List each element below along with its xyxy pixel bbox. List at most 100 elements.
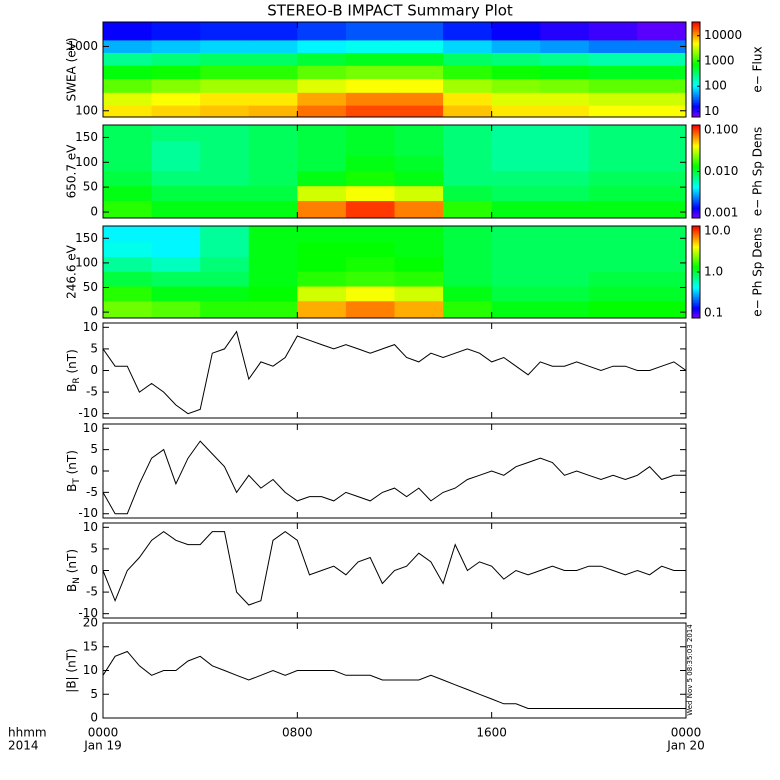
colorbar-tick-label: 0.001 [704, 206, 738, 220]
y-tick-label: -5 [86, 585, 98, 599]
heatmap-cell [200, 105, 250, 117]
heatmap-cell [200, 170, 250, 187]
colorbar-label: e− Ph Sp Dens [751, 127, 765, 216]
y-axis-label-part: (nT) [65, 549, 79, 577]
y-axis-label-sub: T [72, 478, 82, 485]
heatmap-cell [297, 200, 347, 218]
colorbar-swatch [692, 99, 700, 102]
colorbar-swatch [692, 82, 700, 85]
heatmap-cell [151, 52, 201, 66]
y-tick-label: 100 [75, 155, 98, 169]
heatmap-cell [588, 256, 638, 272]
y-tick-label: -10 [78, 606, 98, 620]
colorbar-swatch [692, 176, 700, 179]
heatmap-cell [151, 286, 201, 302]
colorbar-swatch [692, 229, 700, 232]
colorbar-swatch [692, 182, 700, 185]
panel-frame [102, 124, 687, 219]
heatmap-cell [248, 65, 298, 80]
colorbar-swatch [692, 151, 700, 154]
heatmap-cell [103, 271, 153, 287]
heatmap-cell [345, 271, 395, 287]
heatmap-cell [540, 286, 590, 302]
colorbar-swatch [692, 48, 700, 51]
colorbar-swatch [692, 316, 700, 319]
colorbar-swatch [692, 93, 700, 96]
colorbar-swatch [692, 232, 700, 235]
heatmap-cell [297, 256, 347, 272]
colorbar-swatch [692, 239, 700, 242]
heatmap-cell [588, 241, 638, 258]
heatmap-cell [103, 39, 153, 53]
heatmap-cell [200, 241, 250, 258]
colorbar-swatch [692, 25, 700, 28]
colorbar-swatch [692, 50, 700, 53]
heatmap-cell [443, 200, 493, 218]
colorbar-swatch [692, 142, 700, 145]
heatmap-cell [540, 226, 590, 243]
heatmap-cell [491, 92, 541, 106]
heatmap-cell [151, 78, 201, 93]
data-line [103, 530, 686, 606]
colorbar-swatch [692, 270, 700, 273]
heatmap-cell [394, 170, 444, 187]
heatmap-cell [637, 200, 686, 218]
heatmap-cell [394, 155, 444, 172]
heatmap-cell [248, 125, 298, 142]
colorbar-swatch [692, 194, 700, 197]
heatmap-cell [200, 92, 250, 106]
colorbar-swatch [692, 295, 700, 298]
colorbar-swatch [692, 301, 700, 304]
heatmap-cell [394, 125, 444, 142]
colorbar-tick-label: 10 [704, 104, 719, 118]
heatmap-cell [394, 241, 444, 258]
heatmap-cell [491, 52, 541, 66]
colorbar-swatch [692, 23, 700, 26]
y-tick-label: 0 [90, 205, 98, 219]
heatmap-cell [443, 256, 493, 272]
heatmap-cell [491, 256, 541, 272]
heatmap-cell [637, 170, 686, 187]
heatmap-cell [297, 39, 347, 53]
heatmap-cell [491, 185, 541, 202]
colorbar-swatch [692, 138, 700, 141]
colorbar-swatch [692, 188, 700, 191]
colorbar-swatch [692, 185, 700, 188]
heatmap-cell [297, 226, 347, 243]
heatmap-cell [443, 105, 493, 117]
heatmap-cell [103, 125, 153, 142]
heatmap-cell [200, 39, 250, 53]
colorbar-swatch [692, 131, 700, 134]
colorbar-tick-label: 10000 [704, 28, 742, 42]
plot-area [103, 226, 686, 318]
heatmap-cell [540, 155, 590, 172]
heatmap-cell [297, 155, 347, 172]
colorbar-swatch [692, 191, 700, 194]
heatmap-cell [588, 140, 638, 157]
heatmap-cell [103, 170, 153, 187]
y-tick-label: 10 [83, 320, 98, 334]
colorbar-swatch [692, 128, 700, 131]
y-tick-label: 5 [90, 341, 98, 355]
y-tick-label: 5 [90, 687, 98, 701]
colorbar-swatch [692, 115, 700, 118]
heatmap-cell [151, 92, 201, 106]
colorbar-tick-label: 0.1 [704, 306, 723, 320]
heatmap-cell [103, 92, 153, 106]
colorbar-swatch [692, 29, 700, 32]
heatmap-cell [103, 185, 153, 202]
y-tick-label: -5 [86, 385, 98, 399]
heatmap-cell [443, 271, 493, 287]
colorbar-swatch [692, 145, 700, 148]
colorbar-swatch [692, 177, 700, 180]
heatmap-cell [443, 78, 493, 93]
heatmap-cell [443, 39, 493, 53]
colorbar-swatch [692, 311, 700, 314]
y-tick-label: 5 [90, 541, 98, 555]
heatmap-cell [637, 155, 686, 172]
colorbar-swatch [692, 101, 700, 104]
heatmap-cell [637, 185, 686, 202]
heatmap-cell [491, 105, 541, 117]
colorbar-swatch [692, 253, 700, 256]
x-tick-label: 0800 [282, 726, 313, 740]
